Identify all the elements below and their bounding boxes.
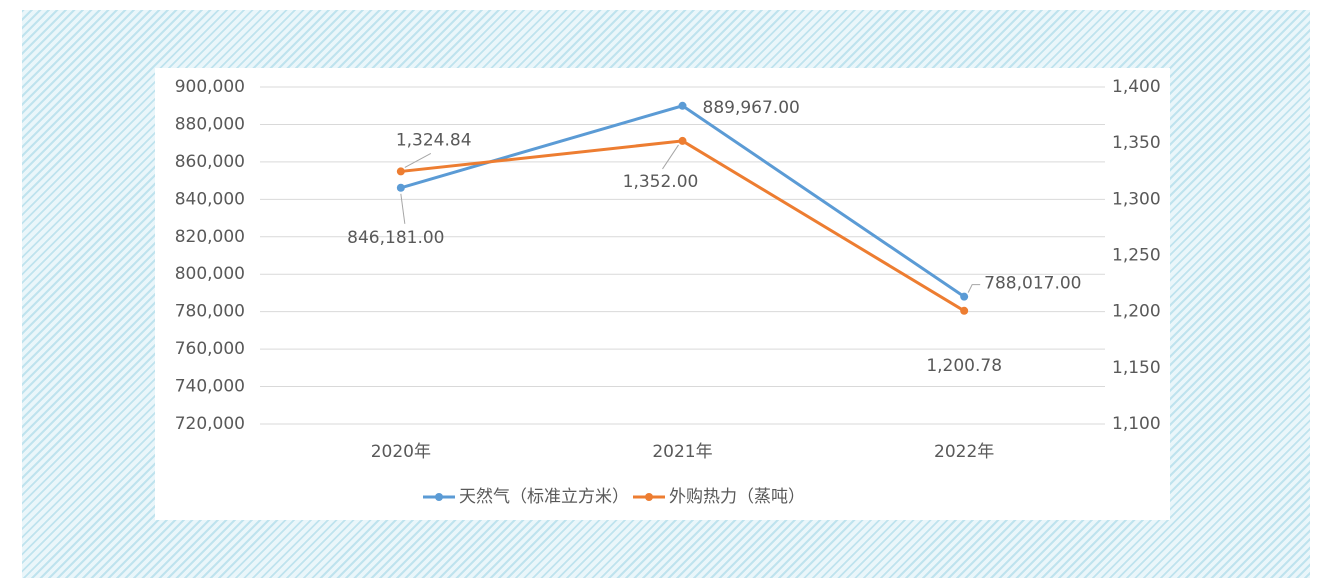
y-tick-label: 740,000 [175,377,245,397]
y2-tick-label: 1,250 [1112,246,1161,266]
data-label: 1,352.00 [623,172,699,192]
y2-tick-label: 1,100 [1112,414,1161,434]
point-marker [396,183,405,192]
x-tick-label: 2021年 [652,442,712,462]
legend-label: 外购热力（蒸吨） [669,487,805,507]
y-tick-label: 840,000 [175,189,245,209]
leader-line [400,193,406,224]
y-tick-label: 780,000 [175,302,245,322]
y-tick-label: 720,000 [175,414,245,434]
y2-tick-label: 1,200 [1112,302,1161,322]
y2-tick-label: 1,350 [1112,133,1161,153]
y-tick-label: 800,000 [175,264,245,284]
data-label: 889,967.00 [703,98,800,118]
y-tick-label: 860,000 [175,152,245,172]
point-marker [960,292,969,301]
point-marker [960,306,969,315]
y2-tick-label: 1,400 [1112,77,1161,97]
point-marker [396,167,405,176]
point-marker [678,101,687,110]
y-tick-label: 820,000 [175,227,245,247]
y-tick-label: 900,000 [175,77,245,97]
data-label: 788,017.00 [984,274,1081,294]
leader-line [967,284,981,293]
legend-marker [645,493,653,501]
x-tick-label: 2020年 [371,442,431,462]
leader-line [404,152,432,168]
data-label: 846,181.00 [347,228,444,248]
legend-label: 天然气（标准立方米） [459,487,629,507]
y-tick-label: 760,000 [175,339,245,359]
leader-line [662,144,679,170]
x-tick-label: 2022年 [934,442,994,462]
data-label: 1,200.78 [926,356,1002,376]
y2-tick-label: 1,150 [1112,358,1161,378]
legend-marker [435,493,443,501]
data-label: 1,324.84 [396,130,472,150]
point-marker [678,136,687,145]
y2-tick-label: 1,300 [1112,189,1161,209]
y-tick-label: 880,000 [175,114,245,134]
